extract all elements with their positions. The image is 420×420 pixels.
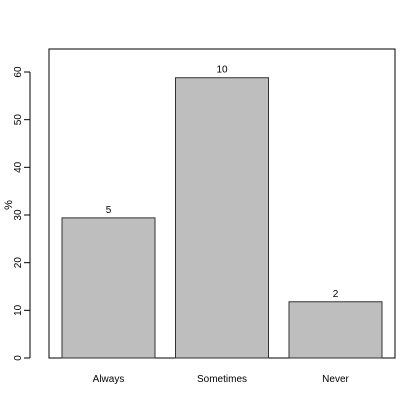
bar-never <box>288 301 383 359</box>
y-tick-label: 0 <box>13 355 24 361</box>
bar-always <box>61 217 156 359</box>
category-label: Sometimes <box>197 374 247 385</box>
bar-sometimes <box>175 77 269 359</box>
y-tick-label: 40 <box>13 161 24 173</box>
category-label: Never <box>322 374 349 385</box>
y-tick-label: 50 <box>13 114 24 126</box>
y-tick-label: 30 <box>13 209 24 221</box>
plot-area: 0 10 20 30 40 50 60 5 Always 10 Sometimes 2 Never <box>13 48 396 385</box>
y-tick-label: 20 <box>13 257 24 269</box>
data-label: 5 <box>106 205 112 216</box>
y-axis-title: % <box>3 200 15 210</box>
y-tick-label: 60 <box>13 66 24 78</box>
data-label: 2 <box>333 289 339 300</box>
category-label: Always <box>93 374 125 385</box>
data-label: 10 <box>216 65 228 76</box>
y-tick-label: 10 <box>13 304 24 316</box>
